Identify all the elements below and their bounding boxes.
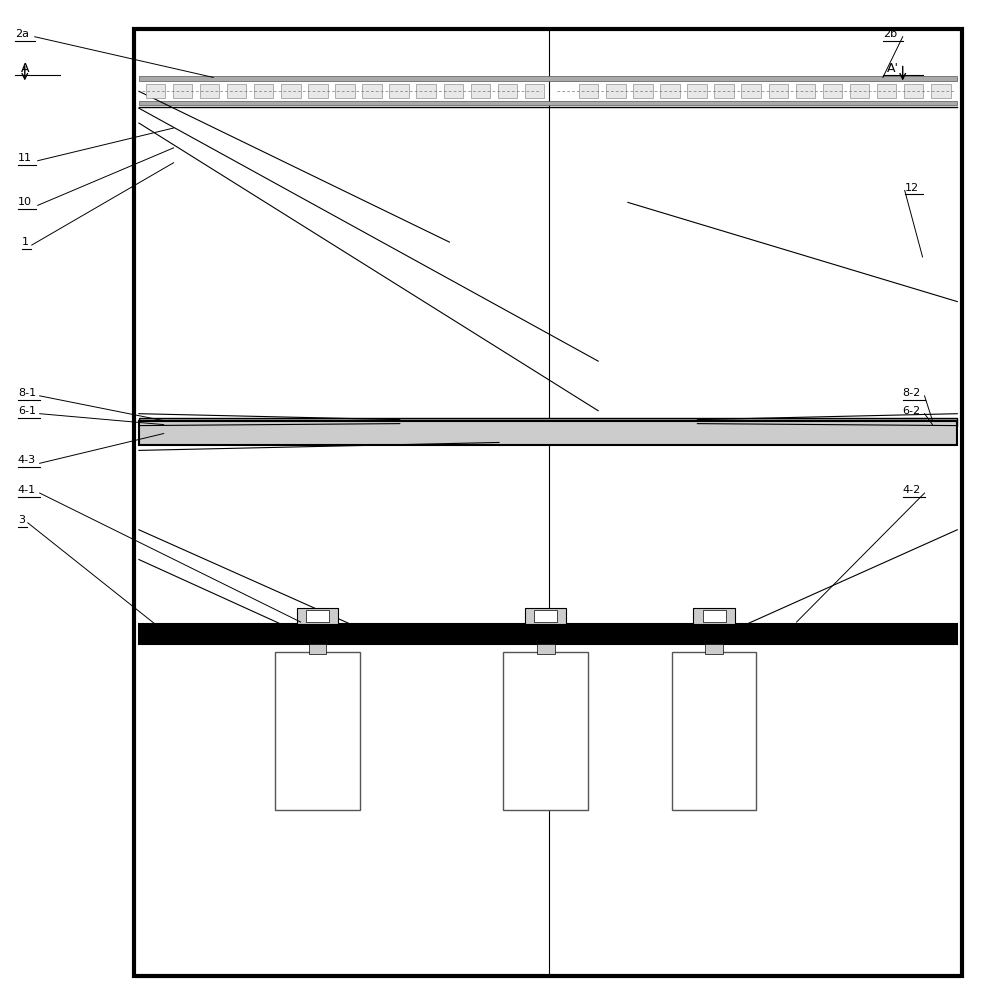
Bar [769, 84, 788, 98]
Bar [661, 84, 680, 98]
Text: 2a: 2a [15, 29, 29, 39]
Text: 6-1: 6-1 [18, 406, 36, 416]
Bar [306, 610, 329, 622]
Text: 4-1: 4-1 [18, 485, 36, 495]
Bar [443, 84, 463, 98]
Bar [796, 84, 815, 98]
Bar [822, 84, 842, 98]
Bar [693, 608, 735, 624]
Bar [139, 76, 957, 81]
Text: A': A' [887, 62, 899, 75]
Bar [877, 84, 897, 98]
Bar [297, 608, 338, 624]
Bar [633, 84, 653, 98]
Text: 3: 3 [18, 515, 25, 525]
Bar [537, 644, 555, 654]
Bar [673, 652, 756, 810]
Bar [139, 418, 957, 426]
Bar [498, 84, 517, 98]
Bar [362, 84, 382, 98]
Text: 10: 10 [18, 197, 32, 207]
Text: 1: 1 [22, 237, 29, 247]
Bar [390, 84, 409, 98]
Text: 4-2: 4-2 [903, 485, 921, 495]
Text: 11: 11 [18, 153, 32, 163]
Bar [146, 84, 165, 98]
Bar [904, 84, 924, 98]
Text: 2b: 2b [883, 29, 897, 39]
Text: 8-1: 8-1 [18, 388, 36, 398]
Text: 6-2: 6-2 [903, 406, 921, 416]
Bar [139, 101, 957, 105]
Bar [227, 84, 246, 98]
Bar [281, 84, 301, 98]
Bar [199, 84, 219, 98]
Bar [705, 644, 723, 654]
Bar [173, 84, 192, 98]
Bar [606, 84, 626, 98]
Bar [525, 84, 545, 98]
Bar [139, 421, 957, 445]
Bar [276, 652, 359, 810]
Bar [687, 84, 706, 98]
Bar [470, 84, 490, 98]
Bar [254, 84, 274, 98]
Bar [134, 29, 962, 976]
Bar [309, 84, 327, 98]
Bar [534, 610, 558, 622]
Text: A: A [21, 62, 29, 75]
Bar [525, 608, 566, 624]
Bar [714, 84, 734, 98]
Bar [931, 84, 950, 98]
Text: 8-2: 8-2 [903, 388, 921, 398]
Bar [504, 652, 587, 810]
Bar [309, 644, 326, 654]
Bar [702, 610, 726, 622]
Bar [741, 84, 761, 98]
Bar [579, 84, 598, 98]
Bar [417, 84, 435, 98]
Bar [850, 84, 869, 98]
Bar [139, 624, 957, 644]
Bar [335, 84, 355, 98]
Text: 12: 12 [905, 183, 919, 193]
Text: 4-3: 4-3 [18, 455, 36, 465]
